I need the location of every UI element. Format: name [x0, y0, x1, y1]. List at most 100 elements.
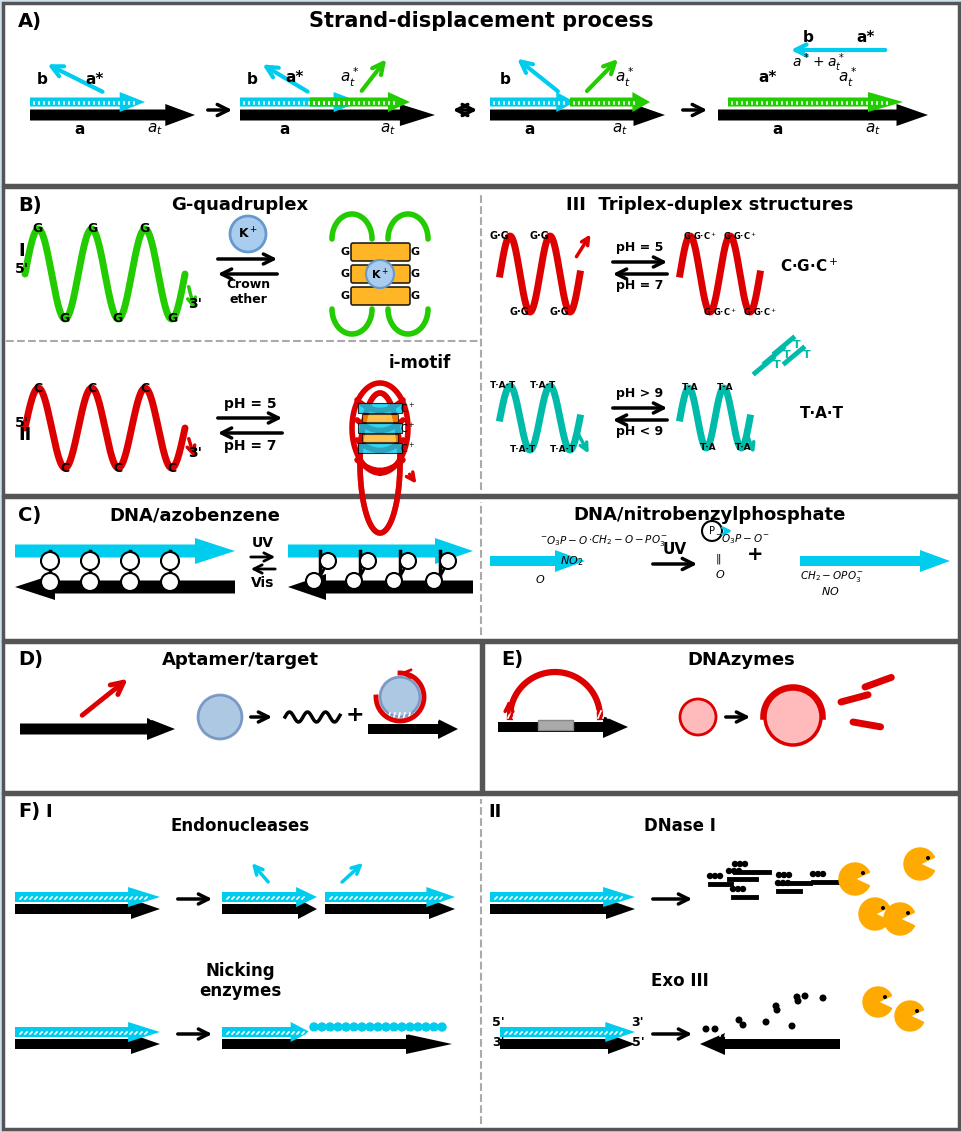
Wedge shape — [838, 863, 869, 895]
Text: $a_t$: $a_t$ — [611, 121, 628, 137]
Bar — [3, 642, 480, 792]
FancyArrow shape — [489, 104, 664, 126]
Text: G: G — [112, 312, 123, 326]
Circle shape — [309, 1023, 318, 1031]
FancyArrow shape — [489, 92, 575, 112]
Circle shape — [764, 689, 820, 745]
Text: C: C — [34, 381, 42, 394]
Circle shape — [860, 871, 864, 875]
Circle shape — [365, 260, 394, 288]
Text: a*: a* — [856, 29, 875, 44]
Circle shape — [422, 1023, 430, 1031]
FancyArrow shape — [498, 717, 628, 738]
Text: T·A·T: T·A·T — [530, 381, 555, 391]
Circle shape — [729, 886, 735, 892]
Circle shape — [121, 573, 138, 591]
Text: $O$: $O$ — [534, 573, 545, 585]
Text: 3': 3' — [187, 297, 202, 311]
Text: T·A: T·A — [681, 384, 698, 393]
FancyArrow shape — [800, 550, 949, 572]
Wedge shape — [903, 848, 933, 880]
Circle shape — [382, 1023, 389, 1031]
Text: b: b — [37, 72, 47, 87]
Bar — [357, 423, 402, 434]
Bar — [537, 720, 573, 730]
Circle shape — [739, 1022, 745, 1028]
Circle shape — [740, 886, 745, 892]
Text: A): A) — [18, 11, 42, 31]
Text: F): F) — [18, 803, 40, 822]
Text: $\|$: $\|$ — [714, 552, 721, 566]
Circle shape — [365, 1023, 374, 1031]
Text: T·A·T: T·A·T — [800, 405, 843, 420]
FancyArrowPatch shape — [357, 460, 403, 471]
Text: pH > 9: pH > 9 — [616, 387, 663, 401]
Text: DNAzymes: DNAzymes — [686, 651, 794, 669]
Circle shape — [385, 573, 402, 589]
Text: a: a — [772, 121, 782, 137]
Text: K$^+$: K$^+$ — [237, 226, 258, 241]
FancyArrow shape — [325, 899, 455, 919]
FancyArrow shape — [717, 104, 927, 126]
Text: Nicking
enzymes: Nicking enzymes — [199, 961, 281, 1001]
Circle shape — [726, 868, 730, 874]
Circle shape — [346, 573, 361, 589]
FancyArrow shape — [727, 92, 902, 112]
Circle shape — [882, 995, 886, 1000]
Text: T: T — [802, 350, 810, 360]
Bar — [361, 434, 398, 441]
Circle shape — [400, 554, 415, 569]
Text: 5': 5' — [15, 261, 29, 276]
Text: UV: UV — [662, 541, 686, 557]
Text: T·A: T·A — [734, 444, 751, 453]
Text: C: C — [87, 381, 97, 394]
FancyArrow shape — [570, 92, 650, 112]
Text: i-motif: i-motif — [388, 354, 451, 372]
Circle shape — [41, 552, 59, 571]
Text: b: b — [499, 72, 510, 87]
Circle shape — [359, 554, 376, 569]
Text: C$^+$: C$^+$ — [400, 402, 415, 414]
Circle shape — [780, 873, 786, 877]
FancyArrow shape — [309, 92, 409, 112]
Text: b: b — [246, 72, 258, 87]
FancyArrowPatch shape — [357, 440, 403, 451]
Text: G: G — [410, 291, 419, 301]
Text: Crown
ether: Crown ether — [226, 278, 270, 306]
FancyArrow shape — [368, 719, 457, 739]
Text: C: C — [61, 462, 69, 474]
Text: +: + — [345, 705, 364, 724]
Text: 3': 3' — [631, 1015, 644, 1029]
Text: 5': 5' — [15, 415, 29, 430]
Text: $a_t^*$: $a_t^*$ — [615, 66, 634, 88]
Text: G: G — [340, 291, 349, 301]
Circle shape — [717, 874, 722, 878]
Text: G·G·C$^+$: G·G·C$^+$ — [742, 306, 776, 318]
Text: II: II — [18, 426, 31, 444]
Text: DNA/nitrobenzylphosphate: DNA/nitrobenzylphosphate — [573, 506, 846, 524]
Circle shape — [795, 998, 800, 1004]
Text: G·G: G·G — [489, 231, 509, 241]
Circle shape — [41, 573, 59, 591]
FancyArrow shape — [489, 550, 584, 572]
Text: pH = 5: pH = 5 — [616, 241, 663, 255]
Text: G·G·C$^+$: G·G·C$^+$ — [723, 230, 756, 242]
Text: $O$: $O$ — [714, 568, 725, 580]
Text: Vis: Vis — [251, 576, 275, 590]
Text: +: + — [746, 544, 762, 564]
Text: C·G·C$^+$: C·G·C$^+$ — [779, 257, 838, 275]
Bar — [3, 3, 958, 185]
Text: $a_t$: $a_t$ — [864, 121, 880, 137]
FancyArrow shape — [287, 574, 473, 600]
Circle shape — [774, 1007, 779, 1013]
Text: C: C — [140, 381, 149, 394]
Text: G: G — [340, 247, 349, 257]
Text: T·A·T: T·A·T — [509, 446, 535, 455]
Circle shape — [762, 1019, 768, 1024]
Bar — [3, 187, 958, 495]
FancyArrow shape — [489, 887, 634, 907]
Circle shape — [389, 1023, 398, 1031]
FancyArrow shape — [287, 538, 473, 564]
Circle shape — [711, 1027, 717, 1031]
Text: UV: UV — [252, 535, 274, 550]
